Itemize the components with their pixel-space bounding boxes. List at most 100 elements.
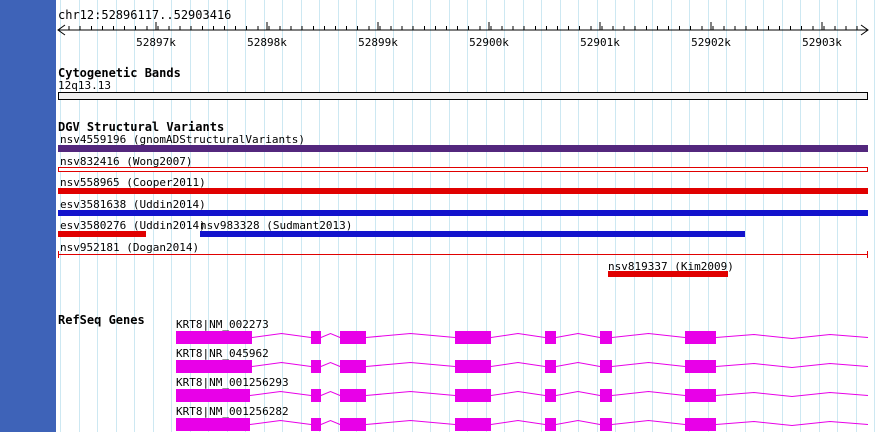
variant-label[interactable]: nsv832416 (Wong2007) — [60, 155, 193, 168]
variant-label[interactable]: nsv558965 (Cooper2011) — [60, 176, 206, 189]
variant-label[interactable]: nsv983328 (Sudmant2013) — [200, 219, 353, 232]
grid-line — [374, 0, 376, 432]
exon-box[interactable] — [545, 418, 556, 431]
exon-box[interactable] — [600, 360, 612, 373]
grid-line — [578, 0, 579, 432]
variant-bar[interactable] — [58, 210, 868, 216]
grid-line — [78, 0, 80, 432]
gene-glyph[interactable] — [0, 418, 890, 432]
grid-line — [763, 0, 764, 432]
grid-line — [282, 0, 283, 432]
exon-box[interactable] — [176, 331, 252, 344]
gene-glyph[interactable] — [0, 360, 890, 375]
intron-line — [176, 390, 869, 398]
variant-bar[interactable] — [58, 231, 146, 237]
grid-line — [226, 0, 228, 432]
cytoband-bar[interactable] — [58, 92, 868, 100]
grid-line — [818, 0, 820, 432]
grid-line — [171, 0, 172, 432]
exon-box[interactable] — [340, 360, 366, 373]
exon-box[interactable] — [311, 360, 321, 373]
grid-line — [522, 0, 524, 432]
grid-line — [134, 0, 135, 432]
section-title-cytobands: Cytogenetic Bands — [58, 66, 181, 80]
variant-bar-end-left — [58, 251, 59, 258]
variant-bar[interactable] — [608, 271, 728, 277]
exon-box[interactable] — [545, 360, 556, 373]
grid-line — [800, 0, 801, 432]
grid-line — [189, 0, 191, 432]
variant-label[interactable]: esv3580276 (Uddin2014) — [60, 219, 206, 232]
exon-box[interactable] — [311, 389, 321, 402]
grid-line — [97, 0, 98, 432]
exon-box[interactable] — [176, 418, 250, 431]
exon-box[interactable] — [455, 360, 491, 373]
grid-line — [300, 0, 302, 432]
exon-box[interactable] — [600, 389, 612, 402]
gene-glyph[interactable] — [0, 331, 890, 346]
grid-line — [115, 0, 117, 432]
variant-label[interactable]: nsv952181 (Dogan2014) — [60, 241, 200, 254]
grid-line — [615, 0, 616, 432]
coordinate-ruler — [57, 22, 869, 36]
variant-label[interactable]: nsv819337 (Kim2009) — [608, 260, 734, 273]
grid-line — [744, 0, 746, 432]
exon-box[interactable] — [311, 418, 321, 431]
exon-box[interactable] — [176, 360, 252, 373]
variant-label[interactable]: nsv4559196 (gnomADStructuralVariants) — [60, 133, 306, 146]
variant-bar[interactable] — [58, 188, 868, 194]
grid-line — [263, 0, 265, 432]
grid-line — [707, 0, 709, 432]
grid-line — [837, 0, 838, 432]
exon-box[interactable] — [600, 418, 612, 431]
variant-bar[interactable] — [58, 254, 868, 255]
left-margin-panel — [0, 0, 56, 432]
exon-box[interactable] — [340, 418, 366, 431]
grid-line — [541, 0, 542, 432]
grid-line — [596, 0, 598, 432]
variant-bar[interactable] — [200, 231, 745, 237]
variant-bar[interactable] — [58, 167, 868, 172]
exon-box[interactable] — [455, 389, 491, 402]
grid-line — [356, 0, 357, 432]
exon-box[interactable] — [340, 331, 366, 344]
section-title-dgv: DGV Structural Variants — [58, 120, 225, 134]
grid-line — [504, 0, 505, 432]
exon-box[interactable] — [545, 389, 556, 402]
axis-tick-label: 52900k — [469, 36, 509, 49]
exon-box[interactable] — [455, 418, 491, 431]
gene-label[interactable]: KRT8|NM_001256293 — [176, 376, 289, 389]
grid-line — [670, 0, 672, 432]
variant-label[interactable]: esv3581638 (Uddin2014) — [60, 198, 206, 211]
grid-line — [448, 0, 450, 432]
exon-box[interactable] — [685, 418, 716, 431]
exon-box[interactable] — [685, 360, 716, 373]
grid-line — [152, 0, 154, 432]
grid-line — [874, 0, 875, 432]
gene-label[interactable]: KRT8|NR_045962 — [176, 347, 269, 360]
grid-line — [559, 0, 561, 432]
axis-tick-label: 52902k — [691, 36, 731, 49]
variant-bar-end-right — [867, 251, 868, 258]
gene-label[interactable]: KRT8|NM_002273 — [176, 318, 269, 331]
variant-bar[interactable] — [58, 145, 868, 152]
exon-box[interactable] — [340, 389, 366, 402]
exon-box[interactable] — [311, 331, 321, 344]
exon-box[interactable] — [455, 331, 491, 344]
region-coordinates: chr12:52896117..52903416 — [58, 8, 232, 22]
exon-box[interactable] — [600, 331, 612, 344]
exon-box[interactable] — [685, 389, 716, 402]
gene-label[interactable]: KRT8|NM_001256282 — [176, 405, 289, 418]
intron-line — [176, 332, 869, 340]
axis-arrow-left-icon — [57, 24, 66, 36]
gene-glyph[interactable] — [0, 389, 890, 404]
grid-line — [245, 0, 246, 432]
grid-line — [689, 0, 690, 432]
exon-box[interactable] — [685, 331, 716, 344]
exon-box[interactable] — [176, 389, 250, 402]
axis-arrow-right-icon — [860, 24, 869, 36]
grid-line — [319, 0, 320, 432]
intron-line — [176, 361, 869, 369]
exon-box[interactable] — [545, 331, 556, 344]
